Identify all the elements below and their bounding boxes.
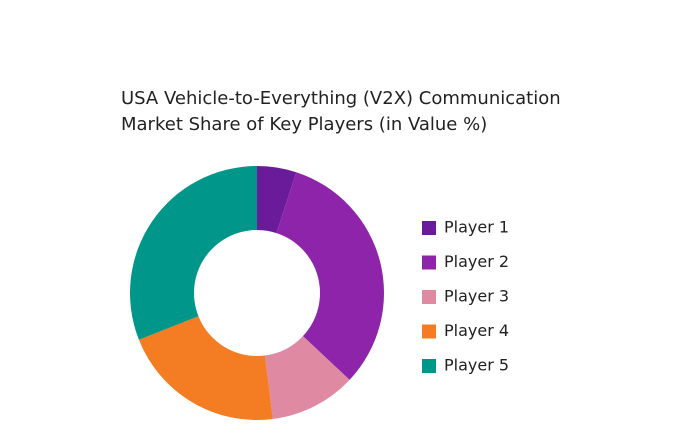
chart-title: Market Share of Key Players (in Value %) bbox=[121, 114, 487, 135]
legend-swatch bbox=[422, 324, 436, 339]
legend-label: Player 2 bbox=[444, 252, 509, 271]
donut-slice bbox=[138, 316, 273, 420]
donut-slice bbox=[129, 166, 257, 340]
donut-slice bbox=[264, 336, 350, 419]
donut-slice bbox=[257, 166, 297, 234]
legend-label: Player 5 bbox=[444, 356, 509, 375]
legend-label: Player 4 bbox=[444, 321, 509, 340]
legend-swatch bbox=[422, 359, 436, 373]
legend-label: Player 3 bbox=[444, 287, 509, 306]
legend-swatch bbox=[422, 290, 436, 304]
legend-swatch bbox=[422, 255, 436, 270]
legend-swatch bbox=[422, 221, 436, 235]
legend-label: Player 1 bbox=[444, 218, 509, 237]
donut-slice bbox=[276, 172, 384, 380]
chart-title: USA Vehicle-to-Everything (V2X) Communic… bbox=[121, 88, 561, 109]
